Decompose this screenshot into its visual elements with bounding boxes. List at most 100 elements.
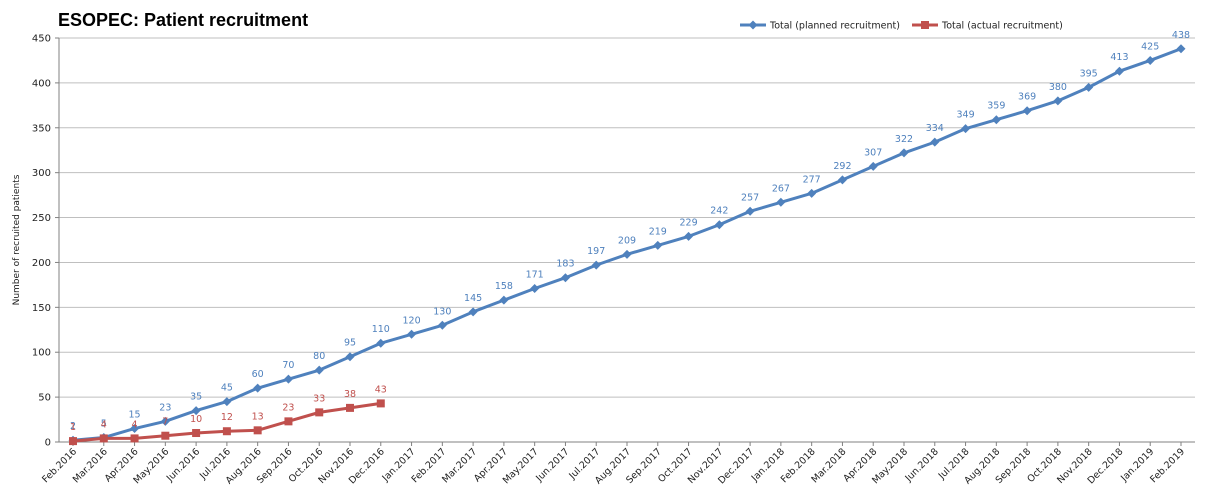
data-label: 10 xyxy=(190,414,202,425)
data-point xyxy=(130,424,140,434)
data-label: 95 xyxy=(344,338,356,349)
y-tick-label: 150 xyxy=(32,303,51,314)
data-point xyxy=(530,283,540,293)
x-axis-ticks: Feb.2016Mar.2016Apr.2016May.2016Jun.2016… xyxy=(40,446,1187,486)
data-label: 197 xyxy=(587,246,605,257)
data-point xyxy=(99,434,108,443)
data-label: 43 xyxy=(375,384,387,395)
data-label: 145 xyxy=(464,293,482,304)
data-point xyxy=(376,338,386,348)
data-label: 425 xyxy=(1141,41,1159,52)
data-label: 4 xyxy=(101,419,107,430)
data-point xyxy=(1176,44,1186,54)
data-point xyxy=(868,161,878,171)
data-point xyxy=(899,148,909,158)
data-label: 60 xyxy=(252,369,264,380)
y-axis-label: Number of recruited patients xyxy=(12,174,22,305)
data-label: 35 xyxy=(190,392,202,403)
y-axis-ticks: 0 50 100 150 200 250 300 350 400 450 xyxy=(32,34,51,449)
legend-label: Total (planned recruitment) xyxy=(769,21,900,32)
data-label: 292 xyxy=(833,161,851,172)
data-label: 242 xyxy=(710,206,728,217)
data-point xyxy=(1053,96,1063,106)
data-point xyxy=(222,427,231,436)
data-label: 1 xyxy=(70,422,76,433)
data-point xyxy=(130,434,139,443)
data-point xyxy=(376,399,385,408)
y-tick-label: 250 xyxy=(32,213,51,224)
data-label: 158 xyxy=(495,281,513,292)
data-label: 45 xyxy=(221,383,233,394)
data-labels: 2 515233545607080951101201301451581711831… xyxy=(70,30,1190,433)
data-label: 33 xyxy=(313,393,325,404)
data-point xyxy=(1145,55,1155,65)
data-point xyxy=(314,365,324,375)
data-label: 209 xyxy=(618,235,636,246)
grid-lines xyxy=(59,37,1195,398)
data-point xyxy=(807,188,817,198)
data-point xyxy=(1114,66,1124,76)
y-tick-label: 50 xyxy=(38,393,51,404)
legend-label: Total (actual recruitment) xyxy=(941,21,1063,32)
data-label: 5 xyxy=(101,419,107,430)
data-label: 171 xyxy=(526,269,544,280)
data-label: 7 xyxy=(162,417,168,428)
data-point xyxy=(222,397,232,407)
data-point xyxy=(345,352,355,362)
data-point xyxy=(192,429,201,438)
data-point xyxy=(69,437,77,446)
x-tick-label: Jun.2018 xyxy=(903,446,941,484)
data-point xyxy=(284,417,293,426)
data-point xyxy=(1084,82,1094,92)
y-tick-label: 200 xyxy=(32,258,51,269)
data-point xyxy=(622,249,632,259)
data-point xyxy=(253,383,263,393)
data-point xyxy=(684,231,694,241)
data-point xyxy=(930,137,940,147)
data-label: 369 xyxy=(1018,92,1036,103)
legend-marker xyxy=(748,20,758,30)
data-label: 307 xyxy=(864,147,882,158)
data-point xyxy=(191,406,201,416)
data-label: 438 xyxy=(1172,30,1190,41)
series-group xyxy=(68,44,1186,446)
data-point xyxy=(283,374,293,384)
data-label: 183 xyxy=(556,259,574,270)
data-label: 15 xyxy=(129,410,141,421)
legend-marker xyxy=(921,21,929,29)
data-point xyxy=(253,426,262,435)
axes xyxy=(55,37,1195,446)
data-point xyxy=(407,329,417,339)
data-point xyxy=(591,260,601,270)
data-point xyxy=(437,320,447,330)
data-label: 13 xyxy=(252,411,264,422)
data-label: 23 xyxy=(282,402,294,413)
x-tick-label: Jun.2016 xyxy=(164,446,202,484)
data-label: 23 xyxy=(159,402,171,413)
data-label: 219 xyxy=(649,226,667,237)
y-tick-label: 0 xyxy=(45,438,51,449)
data-label: 413 xyxy=(1110,52,1128,63)
chart-title: ESOPEC: Patient recruitment xyxy=(58,10,308,30)
y-tick-label: 350 xyxy=(32,123,51,134)
data-label: 349 xyxy=(956,110,974,121)
data-point xyxy=(315,408,324,417)
data-label: 267 xyxy=(772,183,790,194)
y-tick-label: 100 xyxy=(32,348,51,359)
y-tick-label: 300 xyxy=(32,168,51,179)
data-label: 322 xyxy=(895,134,913,145)
data-point xyxy=(991,115,1001,125)
data-point xyxy=(961,124,971,134)
data-point xyxy=(745,206,755,216)
data-label: 70 xyxy=(282,360,294,371)
data-label: 80 xyxy=(313,351,325,362)
data-point xyxy=(776,197,786,207)
data-label: 277 xyxy=(803,174,821,185)
data-label: 334 xyxy=(926,123,944,134)
data-point xyxy=(499,295,509,305)
data-point xyxy=(160,416,170,426)
x-tick-label: Jun.2017 xyxy=(533,446,571,484)
data-point xyxy=(653,240,663,250)
data-point xyxy=(1022,106,1032,116)
data-point xyxy=(161,431,170,440)
